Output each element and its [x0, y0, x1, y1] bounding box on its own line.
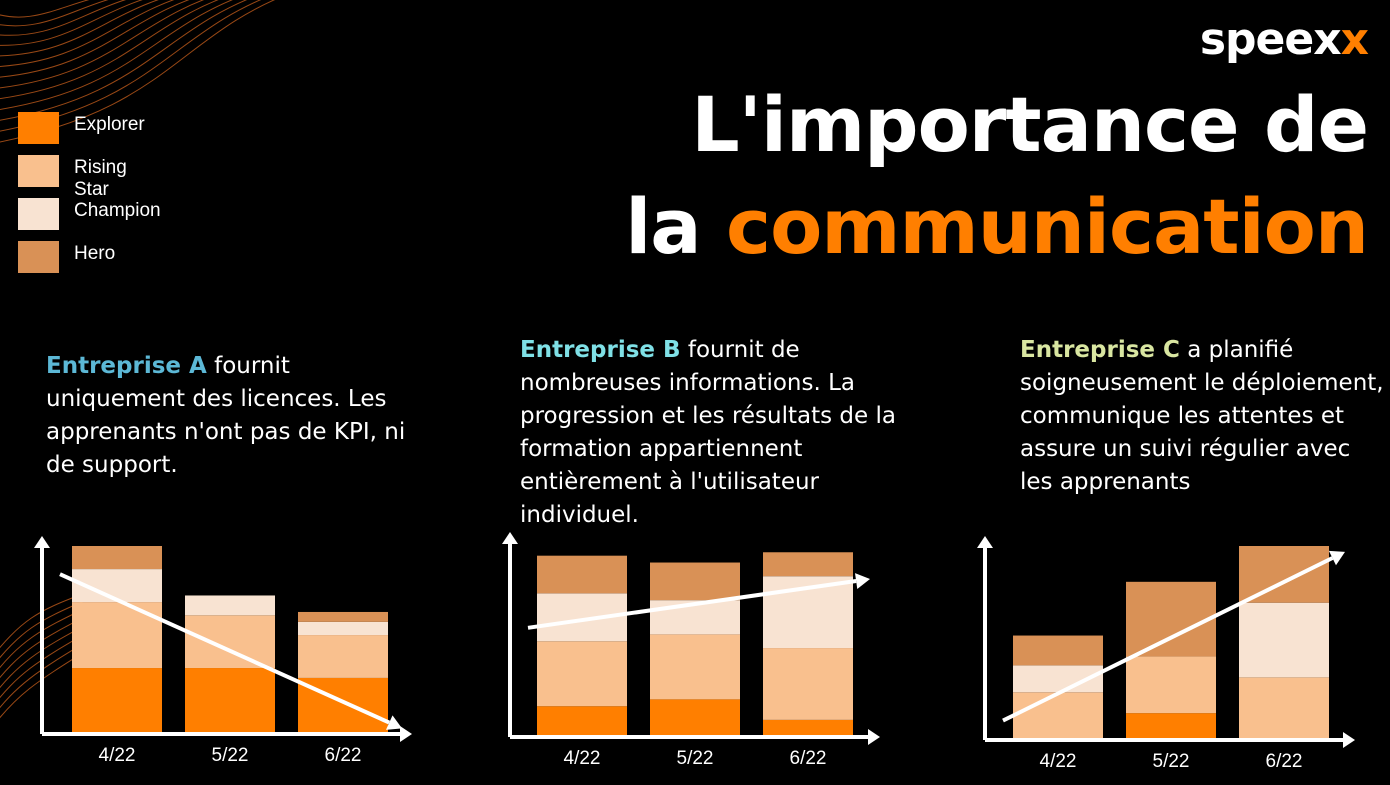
wave-line: [0, 0, 90, 18]
bar-rising-star: [185, 615, 275, 669]
bar-explorer: [537, 706, 627, 737]
bar-explorer: [763, 719, 853, 737]
legend-label: Explorer: [74, 114, 145, 135]
logo-accent: x: [1340, 14, 1369, 65]
trend-arrow: [385, 715, 402, 730]
chart-entreprise-c: 4/22 5/22 6/22: [977, 536, 1355, 772]
tick-label: 5/22: [1153, 751, 1190, 772]
company-name: Entreprise A: [46, 353, 207, 379]
bar-explorer: [72, 668, 162, 734]
wave-line: [0, 600, 85, 659]
wave-line: [0, 0, 127, 36]
bar-champion: [298, 621, 388, 636]
bar-champion: [185, 595, 275, 616]
bar-rising-star: [1013, 692, 1103, 740]
tick-label: 6/22: [325, 745, 362, 766]
bars-group: [1013, 546, 1329, 740]
trend-line: [1002, 556, 1334, 723]
wave-line: [0, 594, 81, 649]
wave-line: [0, 0, 248, 121]
bar-hero: [1013, 635, 1103, 666]
title-prefix: la: [625, 182, 727, 271]
wave-line: [0, 0, 219, 100]
bar-rising-star: [1239, 677, 1329, 740]
description-b: Entreprise B fournit de nombreuses infor…: [520, 334, 940, 532]
tick-label: 6/22: [1266, 751, 1303, 772]
legend-swatch: [18, 112, 59, 144]
description-text: fournit de nombreuses informations. La p…: [520, 337, 896, 528]
title-highlight: communication: [726, 182, 1369, 271]
tick-label: 6/22: [790, 748, 827, 769]
wave-line: [0, 0, 190, 78]
chart-entreprise-b: 4/22 5/22 6/22: [502, 532, 880, 769]
bar-hero: [763, 552, 853, 577]
bar-rising-star: [1126, 656, 1216, 714]
title-line-1: L'importance de: [691, 80, 1369, 169]
description-a: Entreprise A fournit uniquement des lice…: [46, 350, 426, 482]
legend-swatch: [18, 155, 59, 187]
bar-hero: [1239, 546, 1329, 603]
bar-hero: [72, 546, 162, 570]
title-line-2: la communication: [625, 176, 1369, 278]
wave-line: [0, 0, 109, 27]
description-text: fournit uniquement des licences. Les app…: [46, 353, 406, 478]
y-axis-arrow: [977, 536, 993, 548]
bars-group: [537, 552, 853, 737]
trend-line: [527, 579, 857, 630]
x-axis-arrow: [400, 726, 412, 742]
bars-group: [72, 546, 388, 734]
bar-rising-star: [650, 634, 740, 700]
bar-explorer: [185, 668, 275, 734]
legend-label: Rising Star: [74, 157, 127, 200]
y-axis-arrow: [34, 536, 50, 548]
legend-swatch: [18, 198, 59, 230]
bar-explorer: [1126, 713, 1216, 740]
company-name: Entreprise B: [520, 337, 681, 363]
chart-entreprise-a: 4/22 5/22 6/22: [34, 536, 412, 766]
legend-label: Champion: [74, 200, 161, 221]
trend-line: [59, 572, 391, 725]
bar-champion: [1239, 602, 1329, 678]
tick-label: 5/22: [677, 748, 714, 769]
wave-line: [0, 0, 205, 89]
legend-swatch: [18, 241, 59, 273]
bar-rising-star: [763, 648, 853, 720]
legend-label: Hero: [74, 243, 116, 264]
wave-line: [0, 0, 144, 46]
bar-hero: [537, 555, 627, 594]
tick-label: 4/22: [99, 745, 136, 766]
bar-hero: [1126, 581, 1216, 657]
page-title: L'importance de la communication: [625, 74, 1369, 278]
trend-arrow: [1328, 550, 1345, 566]
tick-label: 4/22: [564, 748, 601, 769]
description-c: Entreprise C a planifié soigneusement le…: [1020, 334, 1390, 499]
company-name: Entreprise C: [1020, 337, 1180, 363]
tick-label: 4/22: [1040, 751, 1077, 772]
bar-rising-star: [298, 635, 388, 678]
speexx-logo: speexx: [1200, 18, 1369, 62]
wave-line: [0, 0, 234, 110]
bar-hero: [650, 562, 740, 601]
wave-line: [0, 0, 159, 57]
x-axis-arrow: [868, 729, 880, 745]
description-text: a planifié soigneusement le déploiement,…: [1020, 337, 1384, 495]
wave-line: [0, 0, 175, 67]
bar-rising-star: [537, 641, 627, 707]
trend-arrow: [855, 573, 870, 589]
logo-main: speex: [1199, 14, 1342, 65]
bar-explorer: [650, 699, 740, 737]
y-axis-arrow: [502, 532, 518, 544]
bar-hero: [298, 611, 388, 622]
x-axis-arrow: [1343, 732, 1355, 748]
tick-label: 5/22: [212, 745, 249, 766]
